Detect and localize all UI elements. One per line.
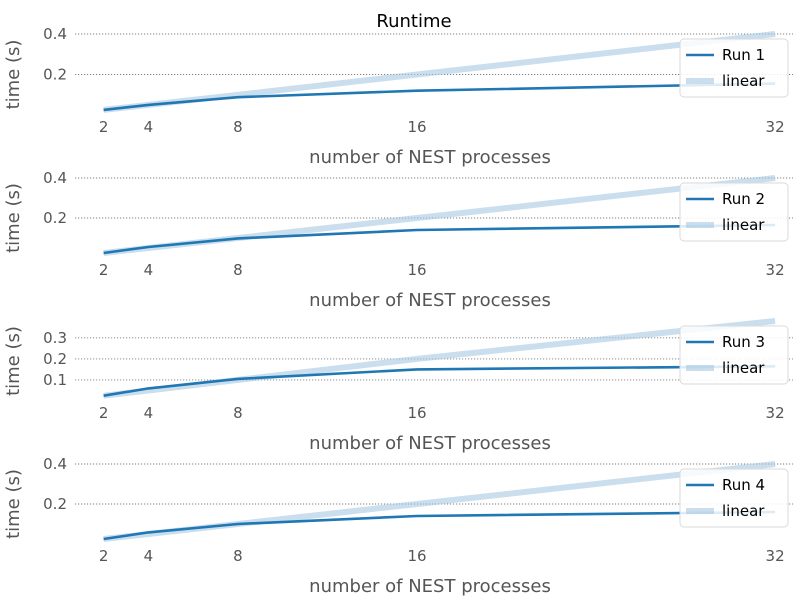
legend-label: Run 3 [722,333,765,351]
x-tick-label: 4 [144,261,154,279]
x-tick-label: 4 [144,118,154,136]
y-tick-label: 0.2 [43,495,67,513]
x-tick-label: 16 [407,118,426,136]
y-tick-label: 0.4 [43,25,67,43]
x-tick-label: 16 [407,547,426,565]
run-series-line [103,82,776,112]
legend-label: linear [722,72,765,90]
x-tick-label: 8 [233,261,243,279]
legend-label: linear [722,502,765,520]
x-tick-label: 32 [766,404,785,422]
y-axis-label: time (s) [3,40,24,110]
x-tick-label: 32 [766,118,785,136]
x-axis-label: number of NEST processes [309,147,551,168]
y-axis-label: time (s) [3,183,24,253]
x-tick-label: 2 [99,547,109,565]
y-tick-label: 0.4 [43,455,67,473]
run-series-line [103,510,776,541]
y-tick-label: 0.1 [43,371,67,389]
legend-label: Run 1 [722,46,765,64]
subplot-4: 0.2 0.4 2 4 8 16 32 number of NEST processes tim… [3,455,793,597]
x-axis-label: number of NEST processes [309,433,551,454]
x-axis-label: number of NEST processes [309,290,551,311]
x-tick-label: 4 [144,547,154,565]
subplot-2: 0.2 0.4 2 4 8 16 32 number of NEST processes tim… [3,169,793,311]
legend-label: linear [722,359,765,377]
x-tick-label: 16 [407,261,426,279]
run-series-line [103,223,776,255]
x-tick-label: 2 [99,261,109,279]
y-tick-label: 0.4 [43,169,67,187]
x-tick-label: 2 [99,404,109,422]
y-tick-label: 0.2 [43,209,67,227]
legend-label: linear [722,216,765,234]
y-tick-label: 0.3 [43,329,67,347]
chart-title: Runtime [376,11,451,32]
subplot-1: 0.2 0.4 2 4 8 16 32 number of NEST processes tim… [3,25,793,168]
x-tick-label: 16 [407,404,426,422]
legend-label: Run 2 [722,190,765,208]
run-series-line [103,365,776,397]
x-axis-label: number of NEST processes [309,576,551,597]
subplots: 0.2 0.4 2 4 8 16 32 number of NEST processes tim… [3,25,793,597]
legend-label: Run 4 [722,476,765,494]
y-axis-label: time (s) [3,326,24,396]
x-tick-label: 32 [766,547,785,565]
y-tick-label: 0.2 [43,66,67,84]
y-axis-label: time (s) [3,469,24,539]
x-tick-label: 8 [233,547,243,565]
x-tick-label: 8 [233,118,243,136]
subplot-3: 0.1 0.2 0.3 2 4 8 16 32 number of NEST processes… [3,318,793,454]
x-tick-label: 4 [144,404,154,422]
x-tick-label: 2 [99,118,109,136]
x-tick-label: 32 [766,261,785,279]
x-tick-label: 8 [233,404,243,422]
y-tick-label: 0.2 [43,350,67,368]
